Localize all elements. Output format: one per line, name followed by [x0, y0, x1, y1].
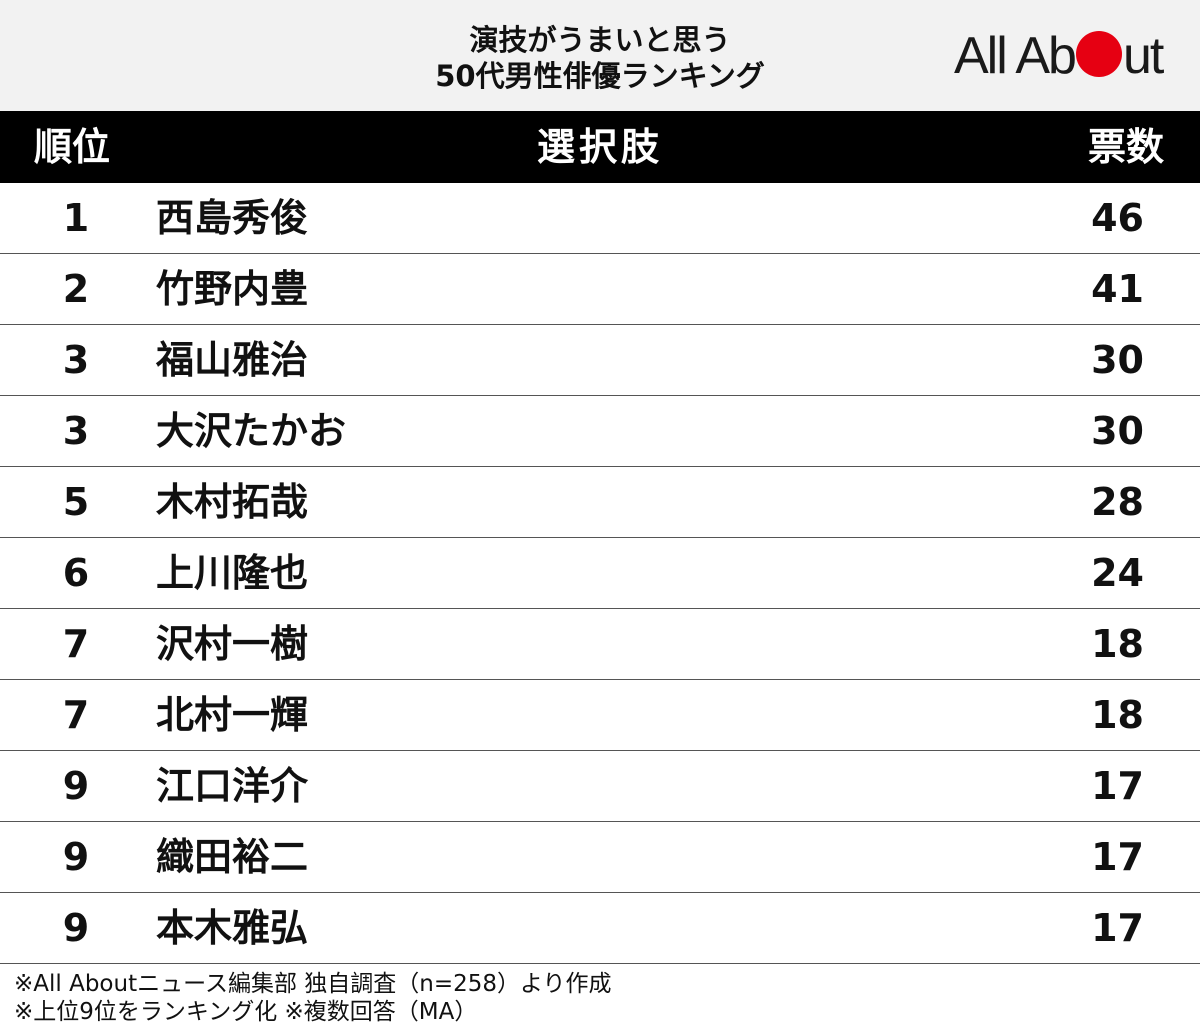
- title-banner: 演技がうまいと思う 50代男性俳優ランキング All Ab ut: [0, 0, 1200, 111]
- votes-cell: 17: [1091, 835, 1144, 879]
- table-row: 6 上川隆也 24: [0, 538, 1200, 609]
- logo-text-start: All Ab: [954, 27, 1077, 85]
- column-header-votes: 票数: [1087, 125, 1164, 169]
- rank-cell: 3: [62, 409, 90, 453]
- table-row: 9 江口洋介 17: [0, 751, 1200, 822]
- name-cell: 上川隆也: [156, 551, 309, 595]
- rank-cell: 9: [62, 764, 90, 808]
- votes-cell: 17: [1091, 764, 1144, 808]
- table-row: 9 本木雅弘 17: [0, 893, 1200, 964]
- column-header-rank: 順位: [34, 125, 111, 169]
- table-row: 7 沢村一樹 18: [0, 609, 1200, 680]
- votes-cell: 41: [1091, 267, 1144, 311]
- votes-cell: 30: [1091, 409, 1144, 453]
- table-row: 9 織田裕二 17: [0, 822, 1200, 893]
- title-line-1: 演技がうまいと思う: [469, 23, 731, 57]
- votes-cell: 46: [1091, 196, 1144, 240]
- name-cell: 江口洋介: [156, 764, 309, 808]
- votes-cell: 18: [1091, 693, 1144, 737]
- table-row: 5 木村拓哉 28: [0, 467, 1200, 538]
- table-header: 選択肢 順位 票数: [0, 111, 1200, 183]
- table-row: 3 大沢たかお 30: [0, 396, 1200, 467]
- votes-cell: 30: [1091, 338, 1144, 382]
- all-about-logo: All Ab ut: [954, 27, 1164, 85]
- rank-cell: 3: [62, 338, 90, 382]
- ranking-table: 1 西島秀俊 46 2 竹野内豊 41 3 福山雅治 30 3 大沢たかお 30…: [0, 183, 1200, 964]
- rank-cell: 2: [62, 267, 90, 311]
- footnote-source: ※All Aboutニュース編集部 独自調査（n=258）より作成: [14, 971, 612, 997]
- name-cell: 沢村一樹: [156, 622, 309, 666]
- rank-cell: 1: [62, 196, 90, 240]
- votes-cell: 28: [1091, 480, 1144, 524]
- votes-cell: 24: [1091, 551, 1144, 595]
- column-header-name: 選択肢: [536, 125, 663, 169]
- name-cell: 竹野内豊: [156, 267, 309, 311]
- name-cell: 北村一輝: [156, 693, 309, 737]
- name-cell: 西島秀俊: [156, 196, 309, 240]
- rank-cell: 9: [62, 906, 90, 950]
- votes-cell: 17: [1091, 906, 1144, 950]
- logo-red-dot: [1075, 31, 1122, 77]
- rank-cell: 6: [62, 551, 90, 595]
- title-line-2: 50代男性俳優ランキング: [435, 59, 765, 93]
- footnotes: ※All Aboutニュース編集部 独自調査（n=258）より作成 ※上位9位を…: [14, 970, 612, 1026]
- name-cell: 大沢たかお: [156, 409, 347, 453]
- rank-cell: 7: [62, 693, 90, 737]
- table-row: 2 竹野内豊 41: [0, 254, 1200, 325]
- table-row: 1 西島秀俊 46: [0, 183, 1200, 254]
- name-cell: 本木雅弘: [156, 906, 309, 950]
- rank-cell: 7: [62, 622, 90, 666]
- name-cell: 福山雅治: [156, 338, 309, 382]
- name-cell: 木村拓哉: [156, 480, 309, 524]
- page-title: 演技がうまいと思う 50代男性俳優ランキング: [300, 22, 900, 94]
- rank-cell: 5: [62, 480, 90, 524]
- votes-cell: 18: [1091, 622, 1144, 666]
- table-row: 7 北村一輝 18: [0, 680, 1200, 751]
- logo-text-end: ut: [1122, 27, 1164, 85]
- footnote-method: ※上位9位をランキング化 ※複数回答（MA）: [14, 999, 478, 1025]
- rank-cell: 9: [62, 835, 90, 879]
- table-row: 3 福山雅治 30: [0, 325, 1200, 396]
- name-cell: 織田裕二: [156, 835, 309, 879]
